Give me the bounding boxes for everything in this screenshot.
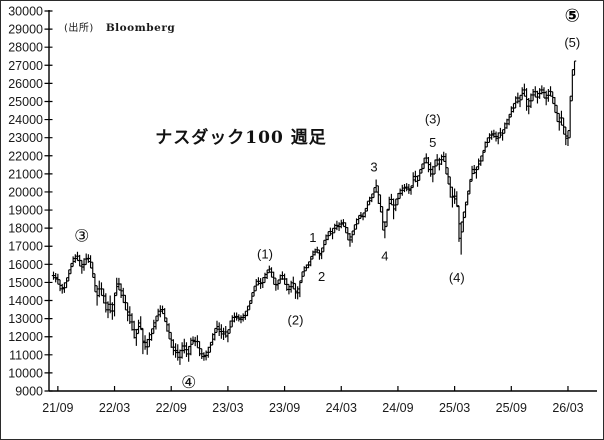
wave-annotation: 1 [309, 230, 316, 245]
y-axis-label: 11000 [9, 348, 43, 362]
x-axis-label: 25/09 [496, 401, 527, 415]
x-axis-label: 22/09 [156, 401, 187, 415]
x-axis-label: 24/03 [326, 401, 357, 415]
y-axis-label: 17000 [8, 240, 43, 254]
x-axis-label: 23/09 [269, 401, 300, 415]
wave-annotation: (3) [425, 112, 441, 127]
x-axis-label: 21/09 [42, 401, 73, 415]
y-axis-label: 27000 [8, 59, 43, 73]
source-prefix: (出所) [64, 23, 94, 34]
y-axis-label: 29000 [8, 23, 43, 37]
chart-title: ナスダック100 週足 [155, 128, 327, 148]
wave-annotation: ④ [181, 373, 196, 393]
y-axis-label: 30000 [8, 5, 43, 19]
wave-annotation: 2 [318, 269, 325, 284]
y-axis-label: 19000 [8, 204, 43, 218]
wave-annotation: 3 [370, 160, 377, 175]
wave-annotation: (5) [564, 35, 580, 50]
x-axis-label: 26/03 [552, 401, 583, 415]
y-axis-label: 26000 [8, 77, 43, 91]
wave-annotation: 4 [381, 248, 388, 263]
x-ticks [57, 386, 569, 391]
wave-annotation: (2) [288, 313, 304, 328]
y-axis-label: 23000 [8, 131, 43, 145]
y-axis-label: 12000 [8, 330, 43, 344]
y-axis-label: 9000 [15, 385, 43, 399]
x-axis-label: 23/03 [212, 401, 243, 415]
y-axis-label: 16000 [8, 258, 43, 272]
y-axis-label: 13000 [8, 312, 43, 326]
wave-annotation: ⑤ [565, 5, 580, 26]
y-axis-label: 21000 [8, 167, 43, 181]
y-axis-label: 24000 [8, 113, 43, 127]
x-axis-label: 22/03 [99, 401, 130, 415]
y-axis-label: 22000 [8, 149, 43, 163]
wave-annotation: (4) [449, 270, 465, 285]
y-axis-label: 28000 [8, 41, 43, 55]
y-axis-label: 15000 [8, 276, 43, 290]
y-axis-label: 20000 [8, 185, 43, 199]
source-label: (出所) Bloomberg [64, 19, 175, 34]
y-ticks [44, 10, 53, 392]
wave-annotation: ③ [74, 226, 89, 246]
y-axis-label: 18000 [8, 222, 43, 236]
wave-annotation: 5 [429, 135, 436, 150]
source-name: Bloomberg [105, 22, 176, 34]
y-axis-label: 25000 [8, 95, 43, 109]
y-axis-label: 14000 [8, 294, 43, 308]
x-axis-label: 25/03 [439, 401, 470, 415]
wave-annotation: (1) [257, 247, 273, 262]
ohlc-bars [51, 60, 577, 365]
x-axis-label: 24/09 [382, 401, 413, 415]
y-axis-label: 10000 [8, 366, 43, 380]
